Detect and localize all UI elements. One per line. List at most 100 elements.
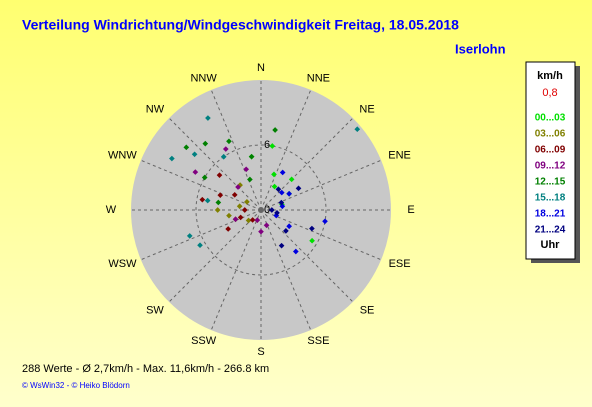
spoke [168,209,262,303]
chart-title: Verteilung Windrichtung/Windgeschwindigk… [22,17,459,33]
direction-label: SSE [307,335,329,347]
point [278,189,285,196]
point [309,237,315,244]
point [272,127,278,133]
point [201,174,208,181]
point [269,207,275,213]
point [237,214,244,221]
location: Iserlohn [455,41,506,56]
point [241,207,248,213]
spoke [260,117,354,211]
point [197,242,203,249]
direction-label: N [257,62,265,74]
direction-label: W [106,204,117,216]
point [231,192,238,198]
r-tick-label: 6 [264,139,270,151]
spoke [168,117,262,211]
direction-label: NNW [190,73,217,85]
direction-label: NW [146,103,165,115]
point [263,222,270,229]
point [226,138,232,145]
spoke [210,89,262,211]
point [169,155,175,162]
point [205,115,211,121]
point [271,171,277,178]
spoke [260,209,354,303]
footer: 288 Werte - Ø 2,7km/h - Max. 11,6km/h - … [22,363,269,375]
point [309,225,315,232]
point [226,212,232,219]
point [254,217,261,224]
point [288,176,295,183]
legend-entry: 03...06 [535,129,566,140]
point [275,186,282,193]
point [225,226,231,232]
copyright: © WsWin32 - © Heiko Blödorn [22,381,130,390]
point [215,199,222,206]
spoke [140,209,262,261]
legend-entry: 21...24 [535,225,566,236]
point [183,144,190,151]
spoke [260,89,312,211]
direction-label: SSW [191,335,217,347]
direction-label: SW [146,304,164,316]
legend-value: 0,8 [542,87,557,99]
point [286,223,292,230]
point [283,228,289,234]
point [192,169,199,175]
point [249,217,256,223]
direction-label: S [257,346,264,358]
direction-label: WNW [108,150,137,162]
point [247,176,253,183]
point [204,197,211,204]
point [235,184,241,190]
point [245,217,252,224]
direction-label: SE [360,304,375,316]
legend-entry: 06...09 [535,145,566,156]
direction-label: WSW [108,258,137,270]
point [222,146,229,152]
legend-title: km/h [537,70,563,82]
spoke [140,159,262,211]
point [295,185,302,192]
point [258,228,264,235]
legend-entry: 18...21 [535,209,566,220]
direction-label: E [407,204,414,216]
legend-box [525,61,576,260]
grid-ring [195,144,327,276]
point [322,218,328,225]
point [220,153,227,160]
direction-label: NNE [307,73,330,85]
point [271,183,278,190]
point [217,192,224,199]
point [214,207,221,213]
spoke [260,209,312,331]
legend-footer: Uhr [541,239,561,251]
point [279,169,286,176]
legend-entry: 12...15 [535,177,566,188]
point [286,190,292,197]
point [186,233,193,239]
point [278,242,285,249]
direction-label: NE [359,103,374,115]
spoke [260,209,382,261]
point [278,199,285,206]
point [248,153,255,160]
point [354,126,361,133]
legend-entry: 00...03 [535,113,566,124]
point [199,196,206,203]
spoke [260,159,382,211]
legend-entry: 15...18 [535,193,566,204]
spoke [210,209,262,331]
point [244,199,250,205]
point [216,172,223,179]
direction-label: ESE [389,258,411,270]
point [292,248,299,255]
point [232,216,239,223]
point [236,203,243,210]
point [274,209,280,216]
legend-entry: 09...12 [535,161,566,172]
direction-label: ENE [388,150,411,162]
r-tick-label: 0 [264,204,270,216]
